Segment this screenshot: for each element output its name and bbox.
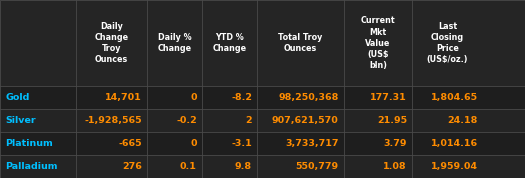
Text: 0.1: 0.1	[180, 162, 197, 171]
Text: 3,733,717: 3,733,717	[285, 139, 339, 148]
Text: YTD %
Change: YTD % Change	[213, 33, 247, 53]
Text: -0.2: -0.2	[176, 116, 197, 125]
Text: 98,250,368: 98,250,368	[278, 93, 339, 102]
Text: 1,804.65: 1,804.65	[430, 93, 478, 102]
Text: Silver: Silver	[5, 116, 36, 125]
Text: 3.79: 3.79	[383, 139, 407, 148]
Text: -665: -665	[118, 139, 142, 148]
Text: 1,959.04: 1,959.04	[430, 162, 478, 171]
Bar	[0, 155, 525, 178]
Text: Daily %
Change: Daily % Change	[158, 33, 192, 53]
Text: Palladium: Palladium	[5, 162, 58, 171]
Text: 21.95: 21.95	[377, 116, 407, 125]
Text: 2: 2	[245, 116, 252, 125]
Text: 1,014.16: 1,014.16	[430, 139, 478, 148]
Text: 24.18: 24.18	[447, 116, 478, 125]
Bar	[0, 109, 525, 132]
Text: 0: 0	[191, 93, 197, 102]
Text: 276: 276	[122, 162, 142, 171]
Text: Platinum: Platinum	[5, 139, 53, 148]
Text: 550,779: 550,779	[296, 162, 339, 171]
Text: -3.1: -3.1	[231, 139, 252, 148]
Bar	[0, 132, 525, 155]
Text: 907,621,570: 907,621,570	[272, 116, 339, 125]
Bar	[0, 86, 525, 109]
Text: Current
Mkt
Value
(US$
bln): Current Mkt Value (US$ bln)	[361, 16, 395, 70]
Text: Daily
Change
Troy
Ounces: Daily Change Troy Ounces	[94, 22, 129, 64]
Text: Gold: Gold	[5, 93, 29, 102]
Text: 177.31: 177.31	[370, 93, 407, 102]
Text: Total Troy
Ounces: Total Troy Ounces	[278, 33, 323, 53]
Bar	[0, 0, 525, 86]
Text: Last
Closing
Price
(US$/oz.): Last Closing Price (US$/oz.)	[427, 22, 468, 64]
Text: 14,701: 14,701	[105, 93, 142, 102]
Text: 0: 0	[191, 139, 197, 148]
Text: -8.2: -8.2	[231, 93, 252, 102]
Text: 9.8: 9.8	[235, 162, 252, 171]
Text: 1.08: 1.08	[383, 162, 407, 171]
Text: -1,928,565: -1,928,565	[84, 116, 142, 125]
